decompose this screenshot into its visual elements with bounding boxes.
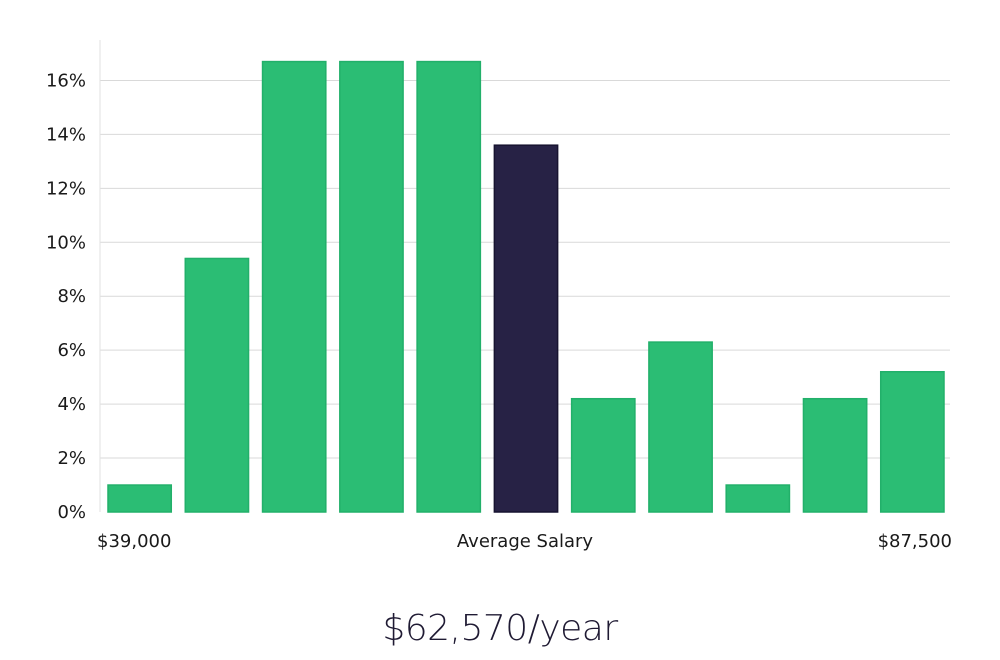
bar xyxy=(107,484,173,513)
y-tick-label: 0% xyxy=(57,502,86,523)
y-tick-label: 14% xyxy=(46,124,86,145)
y-tick-label: 4% xyxy=(57,394,86,415)
bar xyxy=(648,341,713,513)
bar xyxy=(570,397,636,513)
bar-highlight xyxy=(493,144,559,513)
y-tick-label: 16% xyxy=(46,70,86,91)
average-salary-value: $62,570/year xyxy=(382,608,618,649)
bar xyxy=(416,60,482,513)
x-label-max: $87,500 xyxy=(878,531,952,552)
x-label-average-salary: Average Salary xyxy=(457,531,594,552)
x-label-min: $39,000 xyxy=(97,531,171,552)
y-tick-label: 12% xyxy=(46,178,86,199)
y-tick-label: 6% xyxy=(57,340,86,361)
chart-svg: 0% 2% 4% 6% 8% 10% 12% 14% 16% $39,000 Average S… xyxy=(46,40,952,552)
bar xyxy=(184,257,250,513)
y-tick-label: 10% xyxy=(46,232,86,253)
y-tick-label: 8% xyxy=(57,286,86,307)
bar xyxy=(725,484,791,513)
y-axis-ticks: 0% 2% 4% 6% 8% 10% 12% 14% 16% xyxy=(46,70,86,523)
bar xyxy=(261,60,327,513)
salary-histogram: 0% 2% 4% 6% 8% 10% 12% 14% 16% $39,000 Average S… xyxy=(46,40,952,552)
bar xyxy=(339,60,404,513)
y-tick-label: 2% xyxy=(57,448,86,469)
bars xyxy=(107,60,945,513)
bar xyxy=(879,370,945,513)
bar xyxy=(802,397,868,513)
